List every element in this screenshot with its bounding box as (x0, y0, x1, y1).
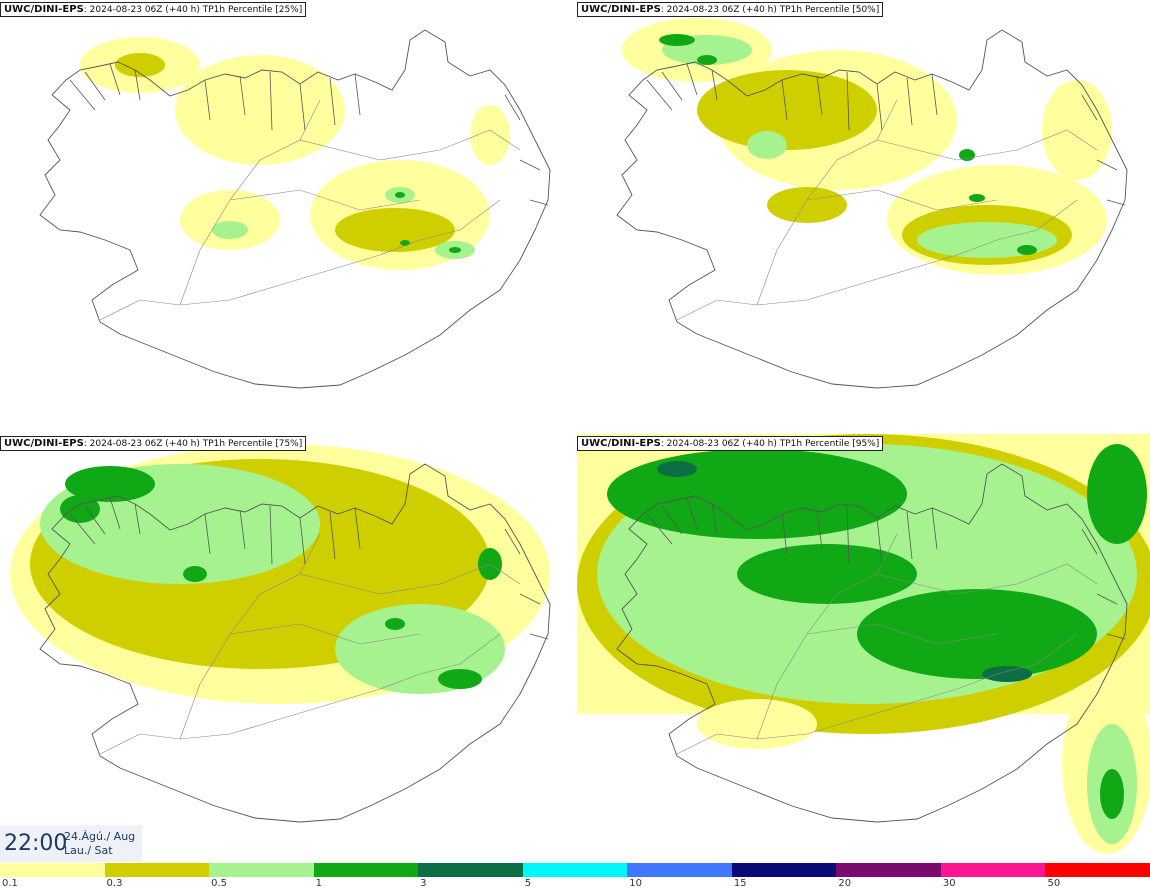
panel-title: UWC/DINI-EPS: 2024-08-23 06Z (+40 h) TP1… (577, 2, 884, 17)
legend-bar (0, 863, 1150, 877)
legend-swatch (1045, 863, 1150, 877)
precip-shading (622, 18, 1112, 275)
legend-label: 5 (524, 878, 532, 889)
panel-title: UWC/DINI-EPS: 2024-08-23 06Z (+40 h) TP1… (577, 436, 884, 451)
legend-swatch (627, 863, 732, 877)
panel-title: UWC/DINI-EPS: 2024-08-23 06Z (+40 h) TP1… (0, 2, 307, 17)
legend-swatch (940, 863, 1046, 877)
panel-title: UWC/DINI-EPS: 2024-08-23 06Z (+40 h) TP1… (0, 436, 307, 451)
legend-swatch (418, 863, 523, 877)
legend-label: 1 (315, 878, 322, 889)
precip-map-p50 (616, 18, 1128, 389)
precip-map-p75 (10, 444, 551, 823)
legend-swatch (522, 863, 628, 877)
legend-label: 3 (420, 878, 427, 889)
precip-shading (80, 37, 510, 270)
map-panel-p95: UWC/DINI-EPS: 2024-08-23 06Z (+40 h) TP1… (577, 434, 1150, 864)
valid-time-box: 22:00 24.Ágú./ Aug Lau./ Sat (0, 825, 142, 862)
legend-label: 10 (629, 878, 642, 889)
legend-swatch (731, 863, 837, 877)
legend-label: 15 (733, 878, 747, 889)
legend-label: 0.3 (106, 878, 123, 889)
legend-swatch (0, 863, 105, 877)
legend-label: 0.1 (2, 878, 18, 889)
legend-swatch (313, 863, 419, 877)
valid-time: 22:00 (4, 831, 68, 856)
precip-map-p95 (577, 434, 1150, 854)
map-panel-p50: UWC/DINI-EPS: 2024-08-23 06Z (+40 h) TP1… (577, 0, 1150, 430)
map-panel-p25: UWC/DINI-EPS: 2024-08-23 06Z (+40 h) TP1… (0, 0, 573, 430)
legend-label: 30 (942, 878, 956, 889)
map-panel-p75: UWC/DINI-EPS: 2024-08-23 06Z (+40 h) TP1… (0, 434, 573, 864)
legend-swatch (104, 863, 210, 877)
valid-weekday: Lau./ Sat (64, 844, 113, 857)
legend-swatch (209, 863, 314, 877)
precip-shading (10, 444, 550, 704)
legend-swatch (836, 863, 941, 877)
legend-label: 20 (838, 878, 852, 889)
legend-label: 0.5 (211, 878, 227, 889)
precip-map-p25 (39, 29, 551, 389)
legend-label: 50 (1047, 878, 1061, 889)
color-legend: 0.1 0.3 0.5 1 3 5 10 15 20 30 50 (0, 863, 1150, 891)
valid-date: 24.Ágú./ Aug (64, 830, 136, 843)
